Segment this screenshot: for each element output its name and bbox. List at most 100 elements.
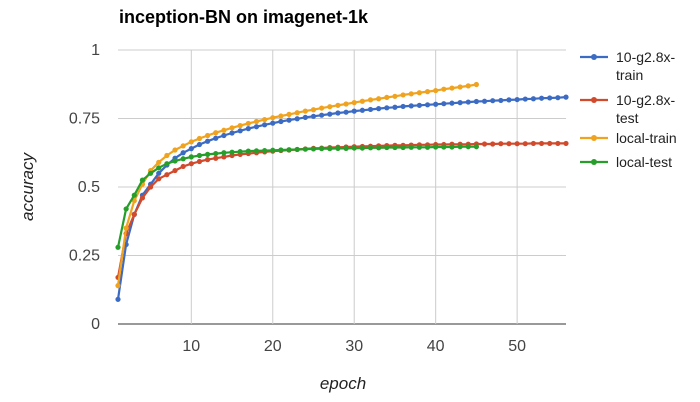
data-point xyxy=(327,146,333,152)
legend-swatch-marker xyxy=(591,159,597,165)
data-point xyxy=(457,100,463,106)
data-point xyxy=(367,97,374,103)
data-point xyxy=(416,90,422,96)
series-3 xyxy=(115,81,479,289)
legend-entry: local-train xyxy=(580,130,677,146)
series-line xyxy=(116,145,477,248)
series-4 xyxy=(115,144,479,250)
data-point xyxy=(278,147,284,153)
data-point xyxy=(327,111,333,117)
data-point xyxy=(156,170,162,176)
data-point xyxy=(530,96,537,102)
data-point xyxy=(416,102,422,108)
data-point xyxy=(188,146,194,152)
x-axis-ticks: 10 20 30 40 50 xyxy=(182,338,526,355)
data-point xyxy=(229,125,235,131)
data-point xyxy=(465,99,471,105)
data-point xyxy=(237,123,243,129)
legend-label: local-train xyxy=(616,130,677,146)
data-point xyxy=(490,141,496,147)
data-point xyxy=(367,106,374,113)
data-point xyxy=(400,103,406,110)
data-point xyxy=(286,117,292,123)
data-point xyxy=(196,158,203,165)
data-point xyxy=(310,146,317,152)
data-point xyxy=(343,101,349,107)
data-point xyxy=(449,85,455,91)
data-point xyxy=(473,98,479,105)
data-point xyxy=(123,206,129,212)
data-point xyxy=(408,103,414,109)
x-tick-label: 40 xyxy=(427,338,445,355)
data-point xyxy=(327,104,333,110)
data-point xyxy=(164,172,170,178)
data-point xyxy=(286,147,292,153)
x-tick-label: 50 xyxy=(508,338,526,355)
data-point xyxy=(335,145,341,151)
data-point xyxy=(376,106,382,112)
data-point xyxy=(139,195,146,201)
data-point xyxy=(457,144,463,150)
data-point xyxy=(302,114,308,121)
data-point xyxy=(188,154,194,160)
data-point xyxy=(441,86,447,92)
data-point xyxy=(286,111,292,117)
data-point xyxy=(400,92,406,98)
data-point xyxy=(400,144,406,151)
data-point xyxy=(147,184,154,190)
data-point xyxy=(424,144,431,150)
chart-title: inception-BN on imagenet-1k xyxy=(119,7,369,27)
data-point xyxy=(139,177,146,183)
series-layer xyxy=(115,81,569,302)
data-point xyxy=(506,141,512,147)
data-point xyxy=(213,135,219,141)
data-point xyxy=(335,110,341,116)
data-point xyxy=(424,89,431,95)
data-point xyxy=(392,144,398,151)
data-point xyxy=(156,165,162,171)
data-point xyxy=(115,244,121,250)
data-point xyxy=(221,154,227,160)
data-point xyxy=(237,128,243,134)
data-point xyxy=(278,118,284,125)
data-point xyxy=(270,115,276,121)
data-point xyxy=(343,109,349,115)
data-point xyxy=(310,107,317,113)
data-point xyxy=(262,122,268,128)
data-point xyxy=(498,141,504,147)
data-point xyxy=(180,150,186,156)
data-point xyxy=(188,161,194,167)
data-point xyxy=(278,113,284,119)
data-point xyxy=(131,211,137,217)
data-point xyxy=(156,159,162,165)
data-point xyxy=(196,152,203,159)
data-point xyxy=(115,296,121,302)
data-point xyxy=(229,149,235,155)
data-point xyxy=(384,144,390,151)
data-point xyxy=(205,138,211,144)
legend-entry: 10-g2.8x-train xyxy=(580,49,675,83)
data-point xyxy=(457,84,463,90)
data-point xyxy=(384,105,390,111)
data-point xyxy=(319,146,325,152)
legend-label: 10-g2.8x- xyxy=(616,49,675,65)
data-point xyxy=(213,130,219,136)
data-point xyxy=(196,135,203,142)
data-point xyxy=(408,91,414,97)
data-point xyxy=(237,149,243,155)
data-point xyxy=(115,283,121,289)
data-point xyxy=(376,96,382,102)
data-point xyxy=(245,148,251,154)
data-point xyxy=(530,140,537,147)
data-point xyxy=(433,144,439,150)
data-point xyxy=(229,130,235,136)
data-point xyxy=(245,120,251,127)
data-point xyxy=(473,81,479,88)
data-point xyxy=(538,95,545,101)
data-point xyxy=(270,120,276,126)
data-point xyxy=(441,144,447,150)
data-point xyxy=(351,108,357,114)
data-point xyxy=(359,145,365,151)
data-point xyxy=(465,144,471,150)
